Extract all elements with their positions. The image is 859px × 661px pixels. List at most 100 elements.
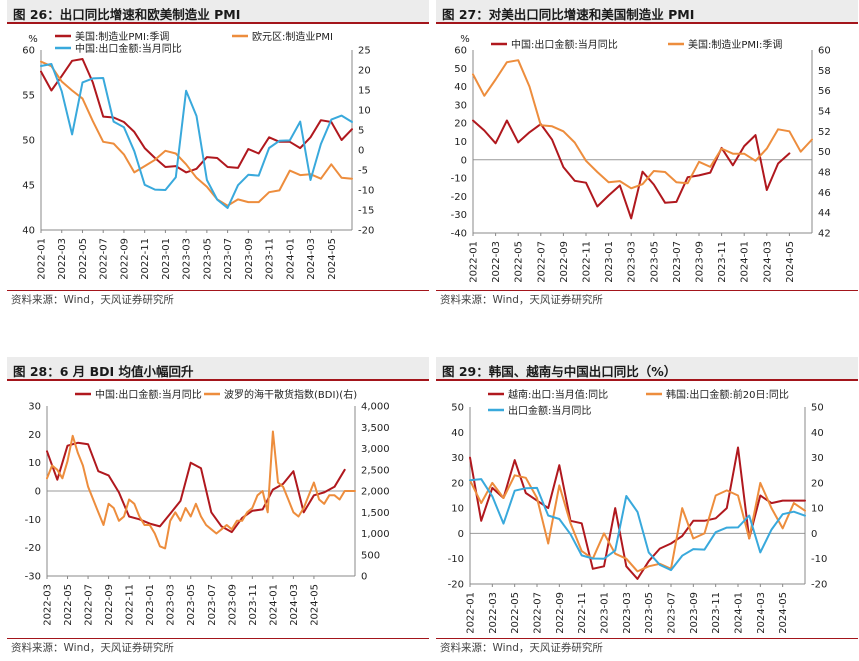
x-tick-label: 2023-09 <box>244 238 255 280</box>
series-line <box>40 63 353 209</box>
legend-label: 欧元区:制造业PMI <box>252 30 333 43</box>
y-left-tick-label: 0 <box>458 529 464 540</box>
x-tick-label: 2024-03 <box>289 584 300 626</box>
x-tick-label: 2022-05 <box>510 592 521 634</box>
source-note: 资料来源：Wind，天风证券研究所 <box>440 294 603 306</box>
x-tick-label: 2023-07 <box>207 584 218 626</box>
y-right-tick-label: 50 <box>811 403 824 414</box>
y-left-tick-label: 40 <box>454 82 467 93</box>
source-rule <box>436 638 858 639</box>
series-line <box>40 60 353 207</box>
y-right-tick-label: 40 <box>811 428 824 439</box>
x-tick-label: 2022-01 <box>469 241 480 283</box>
panel-header: 图 27：对美出口同比增速和美国制造业 PMI <box>436 0 858 24</box>
x-tick-label: 2024-05 <box>778 592 789 634</box>
source-rule <box>7 290 429 291</box>
y-right-tick-label: 60 <box>818 46 831 57</box>
x-tick-label: 2022-03 <box>491 241 502 283</box>
source-note: 资料来源：Wind，天风证券研究所 <box>440 642 603 654</box>
x-tick-label: 2024-05 <box>309 584 320 626</box>
panel-header: 图 26：出口同比增速和欧美制造业 PMI <box>7 0 429 24</box>
y-left-tick-label: -30 <box>25 572 41 583</box>
y-right-tick-label: 15 <box>358 86 371 97</box>
x-tick-label: 2023-03 <box>627 241 638 283</box>
legend-label: 出口金额:当月同比 <box>508 404 591 417</box>
y-left-tick-label: 0 <box>35 487 41 498</box>
y-right-tick-label: 3,500 <box>361 423 390 434</box>
x-tick-label: 2022-07 <box>99 238 110 280</box>
y-left-tick-label: 50 <box>454 64 467 75</box>
series-line <box>46 441 346 534</box>
x-tick-label: 2024-03 <box>306 238 317 280</box>
x-tick-label: 2023-01 <box>600 592 611 634</box>
y-left-tick-label: 20 <box>451 478 464 489</box>
x-tick-label: 2023-11 <box>717 241 728 283</box>
chart-panel-26: 图 26：出口同比增速和欧美制造业 PMI 40 45 50 55 60 -20 -15 -1… <box>7 0 429 310</box>
y-left-tick-label: -10 <box>451 174 467 185</box>
x-tick-label: 2022-07 <box>84 584 95 626</box>
chart-panel-29: 图 29：韩国、越南与中国出口同比（%） -20 -10 0 10 20 30 40 50 -2… <box>436 357 858 661</box>
x-tick-label: 2023-07 <box>223 238 234 280</box>
x-tick-label: 2024-01 <box>734 592 745 634</box>
legend-label: 中国:出口金额:当月同比 <box>511 38 618 51</box>
y-right-tick-label: 58 <box>818 66 831 77</box>
y-right-tick-label: -20 <box>811 580 827 591</box>
y-left-tick-label: -30 <box>451 210 467 221</box>
x-tick-label: 2024-01 <box>268 584 279 626</box>
x-tick-label: 2022-01 <box>37 238 48 280</box>
x-tick-label: 2023-09 <box>695 241 706 283</box>
x-tick-label: 2023-05 <box>202 238 213 280</box>
y-right-tick-label: 3,000 <box>361 444 390 455</box>
x-tick-label: 2022-05 <box>63 584 74 626</box>
y-right-tick-label: 44 <box>818 208 831 219</box>
y-right-tick-label: 56 <box>818 86 831 97</box>
y-left-unit-label: % <box>28 34 38 45</box>
y-left-tick-label: 40 <box>22 226 35 237</box>
y-right-tick-label: 52 <box>818 127 831 138</box>
chart-26-svg: 40 45 50 55 60 -20 -15 -10 -5 0 5 10 15 20 25% 2022-01 2… <box>22 30 374 280</box>
y-left-tick-label: -20 <box>448 580 464 591</box>
x-tick-label: 2023-03 <box>622 592 633 634</box>
x-tick-label: 2022-05 <box>78 238 89 280</box>
x-tick-label: 2024-01 <box>285 238 296 280</box>
x-tick-label: 2023-11 <box>711 592 722 634</box>
source-rule <box>7 638 429 639</box>
y-right-tick-label: 0 <box>361 572 367 583</box>
y-right-tick-label: -10 <box>358 186 374 197</box>
x-tick-label: 2024-05 <box>785 241 796 283</box>
y-right-tick-label: 2,500 <box>361 465 390 476</box>
y-left-tick-label: 20 <box>454 119 467 130</box>
x-tick-label: 2022-01 <box>466 592 477 634</box>
x-tick-label: 2022-07 <box>533 592 544 634</box>
legend-label: 中国:出口金额:当月同比 <box>95 388 202 401</box>
x-tick-label: 2022-11 <box>125 584 136 626</box>
series-line <box>469 478 806 572</box>
x-tick-label: 2022-03 <box>488 592 499 634</box>
y-left-tick-label: -40 <box>451 229 467 240</box>
x-tick-label: 2024-03 <box>756 592 767 634</box>
source-note: 资料来源：Wind，天风证券研究所 <box>11 294 174 306</box>
x-tick-label: 2023-11 <box>265 238 276 280</box>
y-right-tick-label: 1,000 <box>361 529 390 540</box>
x-tick-label: 2023-07 <box>667 592 678 634</box>
x-tick-label: 2024-01 <box>740 241 751 283</box>
y-left-tick-label: -10 <box>448 554 464 565</box>
y-right-tick-label: 1,500 <box>361 508 390 519</box>
y-right-tick-label: 0 <box>811 529 817 540</box>
x-tick-label: 2023-11 <box>248 584 259 626</box>
y-left-tick-label: 40 <box>451 428 464 439</box>
chart-panel-28: 图 28：6 月 BDI 均值小幅回升 -30 -20 -10 0 10 20 30 0 500… <box>7 357 429 661</box>
y-left-tick-label: 30 <box>454 100 467 111</box>
chart-29-svg: -20 -10 0 10 20 30 40 50 -20 -10 0 10 20 30 40 50 2022-0… <box>448 388 828 634</box>
x-tick-label: 2022-11 <box>577 592 588 634</box>
y-left-tick-label: 10 <box>451 504 464 515</box>
y-right-tick-label: -10 <box>811 554 827 565</box>
x-tick-label: 2024-05 <box>327 238 338 280</box>
series-line <box>40 58 353 174</box>
y-left-tick-label: 30 <box>28 402 41 413</box>
y-left-tick-label: 60 <box>22 46 35 57</box>
panel-title: 图 29：韩国、越南与中国出口同比（%） <box>442 364 677 379</box>
series-line <box>472 59 813 190</box>
legend-label: 越南:出口:当月值:同比 <box>508 388 608 401</box>
y-left-tick-label: 50 <box>451 403 464 414</box>
